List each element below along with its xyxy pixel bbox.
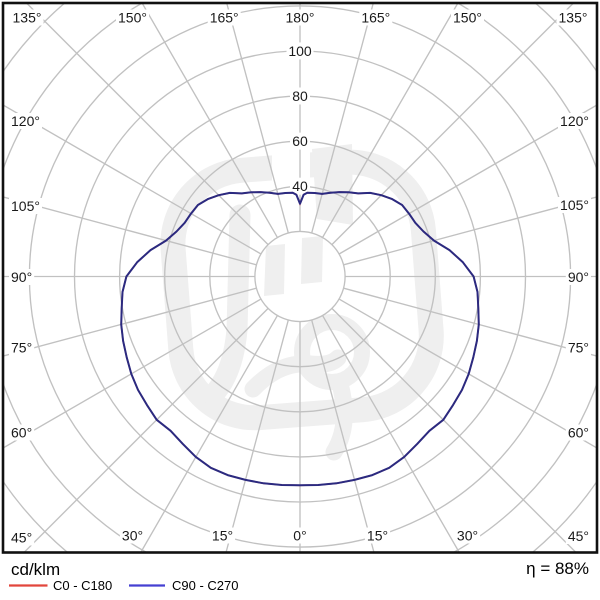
svg-text:cd/klm: cd/klm (11, 560, 60, 579)
svg-text:30°: 30° (122, 528, 143, 544)
svg-text:120°: 120° (560, 113, 589, 129)
svg-text:C90 - C270: C90 - C270 (172, 578, 238, 593)
svg-text:150°: 150° (118, 10, 147, 26)
svg-text:120°: 120° (11, 113, 40, 129)
svg-text:105°: 105° (11, 198, 40, 214)
svg-text:75°: 75° (568, 340, 589, 356)
svg-text:90°: 90° (11, 269, 32, 285)
svg-text:100: 100 (288, 43, 312, 59)
svg-text:150°: 150° (453, 10, 482, 26)
svg-text:90°: 90° (568, 269, 589, 285)
svg-text:165°: 165° (361, 10, 390, 26)
svg-text:45°: 45° (568, 528, 589, 544)
svg-text:C0 - C180: C0 - C180 (53, 578, 112, 593)
svg-text:80: 80 (292, 88, 308, 104)
svg-text:60°: 60° (568, 425, 589, 441)
svg-text:135°: 135° (559, 10, 588, 26)
svg-text:60°: 60° (11, 425, 32, 441)
svg-text:40: 40 (292, 178, 308, 194)
svg-text:165°: 165° (210, 10, 239, 26)
svg-text:180°: 180° (286, 10, 315, 26)
svg-text:60: 60 (292, 133, 308, 149)
svg-text:75°: 75° (11, 340, 32, 356)
svg-text:135°: 135° (13, 10, 42, 26)
svg-text:η = 88%: η = 88% (526, 559, 589, 578)
svg-text:0°: 0° (293, 528, 306, 544)
svg-text:30°: 30° (457, 528, 478, 544)
svg-text:15°: 15° (212, 528, 233, 544)
svg-text:105°: 105° (560, 197, 589, 213)
svg-text:45°: 45° (11, 530, 32, 546)
svg-text:15°: 15° (367, 528, 388, 544)
